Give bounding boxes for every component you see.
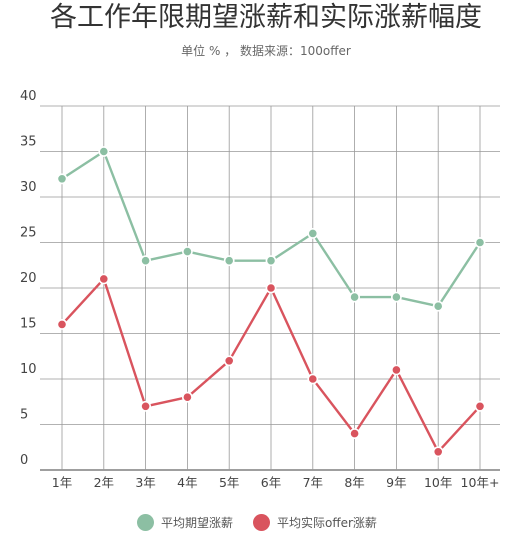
legend-label-actual: 平均实际offer涨薪 [277,515,377,530]
x-tick-label-2: 3年 [135,475,155,490]
x-tick-label-10: 10年+ [461,475,500,490]
chart-title: 各工作年限期望涨薪和实际涨薪幅度 [50,2,482,33]
y-tick-label-25: 25 [20,226,37,241]
series-1-point-4 [223,355,235,367]
series-1-point-3 [181,391,193,403]
y-tick-label-35: 35 [20,135,37,150]
x-tick-label-7: 8年 [344,475,364,490]
y-tick-label-40: 40 [20,89,37,104]
x-tick-label-9: 10年 [424,475,452,490]
legend-swatch-actual [253,513,270,531]
series-1-point-9 [432,446,444,458]
y-tick-label-15: 15 [20,317,37,332]
series-0-point-7 [349,291,360,303]
series-1-point-1 [98,273,110,285]
series-0-point-0 [56,173,68,185]
x-tick-label-0: 1年 [52,475,72,490]
legend-item-actual[interactable]: 平均实际offer涨薪 [253,511,377,533]
x-tick-label-1: 2年 [94,475,114,490]
series-0-point-3 [181,246,193,257]
series-1-point-8 [390,364,402,376]
y-tick-label-0: 0 [20,453,28,468]
y-tick-label-20: 20 [20,271,37,286]
y-tick-label-10: 10 [20,362,37,377]
y-tick-label-5: 5 [20,408,28,423]
series-0-point-1 [98,146,110,157]
series-1-point-10 [474,400,486,412]
series-1-point-6 [307,373,319,385]
series-1-point-5 [265,282,277,294]
series-0-point-10 [474,237,486,248]
legend-label-expected: 平均期望涨薪 [161,515,234,530]
series-0-point-6 [307,227,319,239]
x-tick-label-4: 5年 [219,475,239,490]
legend-swatch-expected [137,513,154,531]
series-1-point-0 [56,318,68,330]
series-0-point-5 [265,255,277,267]
series-1-point-2 [140,400,151,412]
chart-subtitle: 单位 % ， 数据来源：100offer [181,44,351,58]
series-0-point-4 [223,255,235,267]
y-tick-label-30: 30 [20,180,37,195]
series-0-point-8 [390,291,402,303]
x-tick-label-3: 4年 [177,475,197,490]
x-tick-label-8: 9年 [386,475,406,490]
series-0-point-2 [140,255,151,267]
x-tick-label-6: 7年 [303,475,323,490]
x-tick-label-5: 6年 [261,475,281,490]
series-0-point-9 [432,300,444,312]
legend-item-expected[interactable]: 平均期望涨薪 [137,511,233,533]
series-1-point-7 [349,428,360,439]
